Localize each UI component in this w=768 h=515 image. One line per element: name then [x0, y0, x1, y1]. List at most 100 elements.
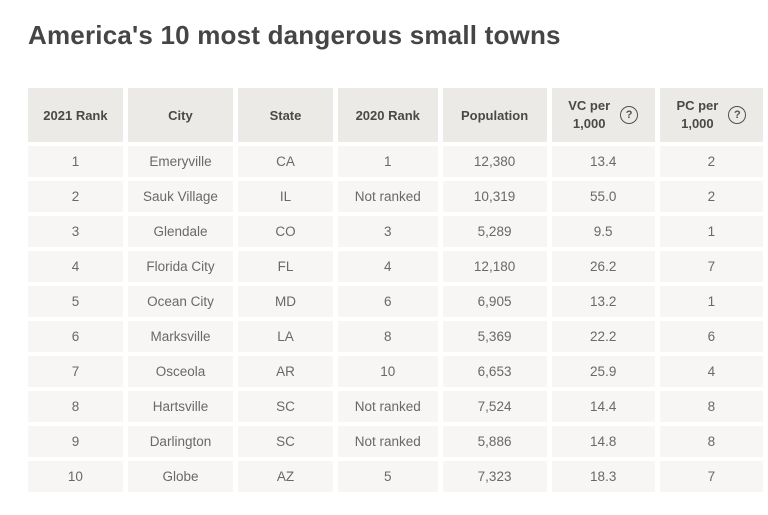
cell-state: LA	[238, 321, 333, 352]
cell-rank-2021: 1	[28, 146, 123, 177]
cell-city: Hartsville	[127, 391, 234, 422]
column-header-label: Population	[460, 107, 529, 123]
cell-state: FL	[238, 251, 333, 282]
cell-vc-per-1000: 14.4	[551, 391, 655, 422]
cell-pc-per-1000: 7	[659, 461, 763, 492]
cell-population: 5,369	[442, 321, 547, 352]
cell-pc-per-1000: 2	[659, 181, 763, 212]
cell-pc-per-1000: 8	[659, 426, 763, 457]
cell-rank-2021: 6	[28, 321, 123, 352]
cell-pc-per-1000: 8	[659, 391, 763, 422]
table-row: 4 Florida City FL 4 12,180 26.2 7	[28, 251, 763, 282]
cell-rank-2020: 1	[337, 146, 438, 177]
column-header-pc-per-1000: PC per 1,000?	[659, 88, 763, 142]
cell-rank-2021: 2	[28, 181, 123, 212]
cell-rank-2021: 9	[28, 426, 123, 457]
cell-state: CO	[238, 216, 333, 247]
column-header-population: Population	[442, 88, 547, 142]
cell-population: 7,524	[442, 391, 547, 422]
cell-pc-per-1000: 7	[659, 251, 763, 282]
cell-rank-2021: 8	[28, 391, 123, 422]
table-row: 9 Darlington SC Not ranked 5,886 14.8 8	[28, 426, 763, 457]
help-icon[interactable]: ?	[728, 106, 747, 124]
column-header-label: 2020 Rank	[355, 107, 420, 123]
cell-rank-2021: 4	[28, 251, 123, 282]
cell-vc-per-1000: 13.4	[551, 146, 655, 177]
cell-state: CA	[238, 146, 333, 177]
table-row: 8 Hartsville SC Not ranked 7,524 14.4 8	[28, 391, 763, 422]
cell-pc-per-1000: 4	[659, 356, 763, 387]
column-header-rank-2021: 2021 Rank	[28, 88, 123, 142]
cell-rank-2020: 8	[337, 321, 438, 352]
cell-rank-2020: 5	[337, 461, 438, 492]
cell-vc-per-1000: 55.0	[551, 181, 655, 212]
cell-rank-2020: 4	[337, 251, 438, 282]
cell-city: Florida City	[127, 251, 234, 282]
table-row: 6 Marksville LA 8 5,369 22.2 6	[28, 321, 763, 352]
table-row: 7 Osceola AR 10 6,653 25.9 4	[28, 356, 763, 387]
cell-pc-per-1000: 1	[659, 216, 763, 247]
cell-vc-per-1000: 18.3	[551, 461, 655, 492]
table-row: 1 Emeryville CA 1 12,380 13.4 2	[28, 146, 763, 177]
cell-vc-per-1000: 14.8	[551, 426, 655, 457]
column-header-content: VC per 1,000?	[552, 97, 655, 133]
cell-vc-per-1000: 13.2	[551, 286, 655, 317]
cell-city: Marksville	[127, 321, 234, 352]
cell-rank-2020: Not ranked	[337, 181, 438, 212]
column-header-rank-2020: 2020 Rank	[337, 88, 438, 142]
cell-state: IL	[238, 181, 333, 212]
cell-population: 7,323	[442, 461, 547, 492]
dangerous-towns-table: 2021 Rank City State 2020 Rank Population VC …	[23, 84, 768, 496]
cell-rank-2020: 6	[337, 286, 438, 317]
table-row: 2 Sauk Village IL Not ranked 10,319 55.0 2	[28, 181, 763, 212]
cell-pc-per-1000: 1	[659, 286, 763, 317]
cell-vc-per-1000: 9.5	[551, 216, 655, 247]
cell-population: 5,289	[442, 216, 547, 247]
rankings-table: 2021 Rank City State 2020 Rank Population VC …	[23, 84, 768, 496]
table-row: 5 Ocean City MD 6 6,905 13.2 1	[28, 286, 763, 317]
cell-state: AZ	[238, 461, 333, 492]
help-icon[interactable]: ?	[620, 106, 639, 124]
cell-state: SC	[238, 426, 333, 457]
cell-rank-2021: 5	[28, 286, 123, 317]
cell-rank-2020: Not ranked	[337, 391, 438, 422]
table-row: 3 Glendale CO 3 5,289 9.5 1	[28, 216, 763, 247]
cell-state: AR	[238, 356, 333, 387]
column-header-vc-per-1000: VC per 1,000?	[551, 88, 655, 142]
cell-population: 6,653	[442, 356, 547, 387]
cell-city: Ocean City	[127, 286, 234, 317]
column-header-label-line: 1,000	[572, 116, 606, 131]
cell-city: Osceola	[127, 356, 234, 387]
cell-state: SC	[238, 391, 333, 422]
column-header-label-line: PC per	[676, 98, 719, 113]
column-header-label: State	[269, 107, 302, 123]
column-header-label: VC per 1,000	[568, 97, 610, 133]
cell-vc-per-1000: 25.9	[551, 356, 655, 387]
cell-city: Emeryville	[127, 146, 234, 177]
cell-city: Darlington	[127, 426, 234, 457]
cell-rank-2021: 10	[28, 461, 123, 492]
cell-city: Sauk Village	[127, 181, 234, 212]
column-header-state: State	[238, 88, 333, 142]
cell-population: 10,319	[442, 181, 547, 212]
cell-population: 6,905	[442, 286, 547, 317]
column-header-content: PC per 1,000?	[660, 97, 763, 133]
cell-rank-2021: 7	[28, 356, 123, 387]
column-header-label-line: 1,000	[681, 116, 714, 131]
column-header-city: City	[127, 88, 234, 142]
cell-pc-per-1000: 6	[659, 321, 763, 352]
column-header-label: 2021 Rank	[43, 107, 108, 123]
table-row: 10 Globe AZ 5 7,323 18.3 7	[28, 461, 763, 492]
cell-city: Globe	[127, 461, 234, 492]
cell-vc-per-1000: 22.2	[551, 321, 655, 352]
cell-rank-2020: 10	[337, 356, 438, 387]
cell-city: Glendale	[127, 216, 234, 247]
table-header-row: 2021 Rank City State 2020 Rank Population VC …	[28, 88, 763, 142]
cell-rank-2020: Not ranked	[337, 426, 438, 457]
column-header-label: City	[168, 107, 193, 123]
cell-rank-2020: 3	[337, 216, 438, 247]
cell-state: MD	[238, 286, 333, 317]
cell-population: 12,180	[442, 251, 547, 282]
cell-vc-per-1000: 26.2	[551, 251, 655, 282]
cell-population: 12,380	[442, 146, 547, 177]
